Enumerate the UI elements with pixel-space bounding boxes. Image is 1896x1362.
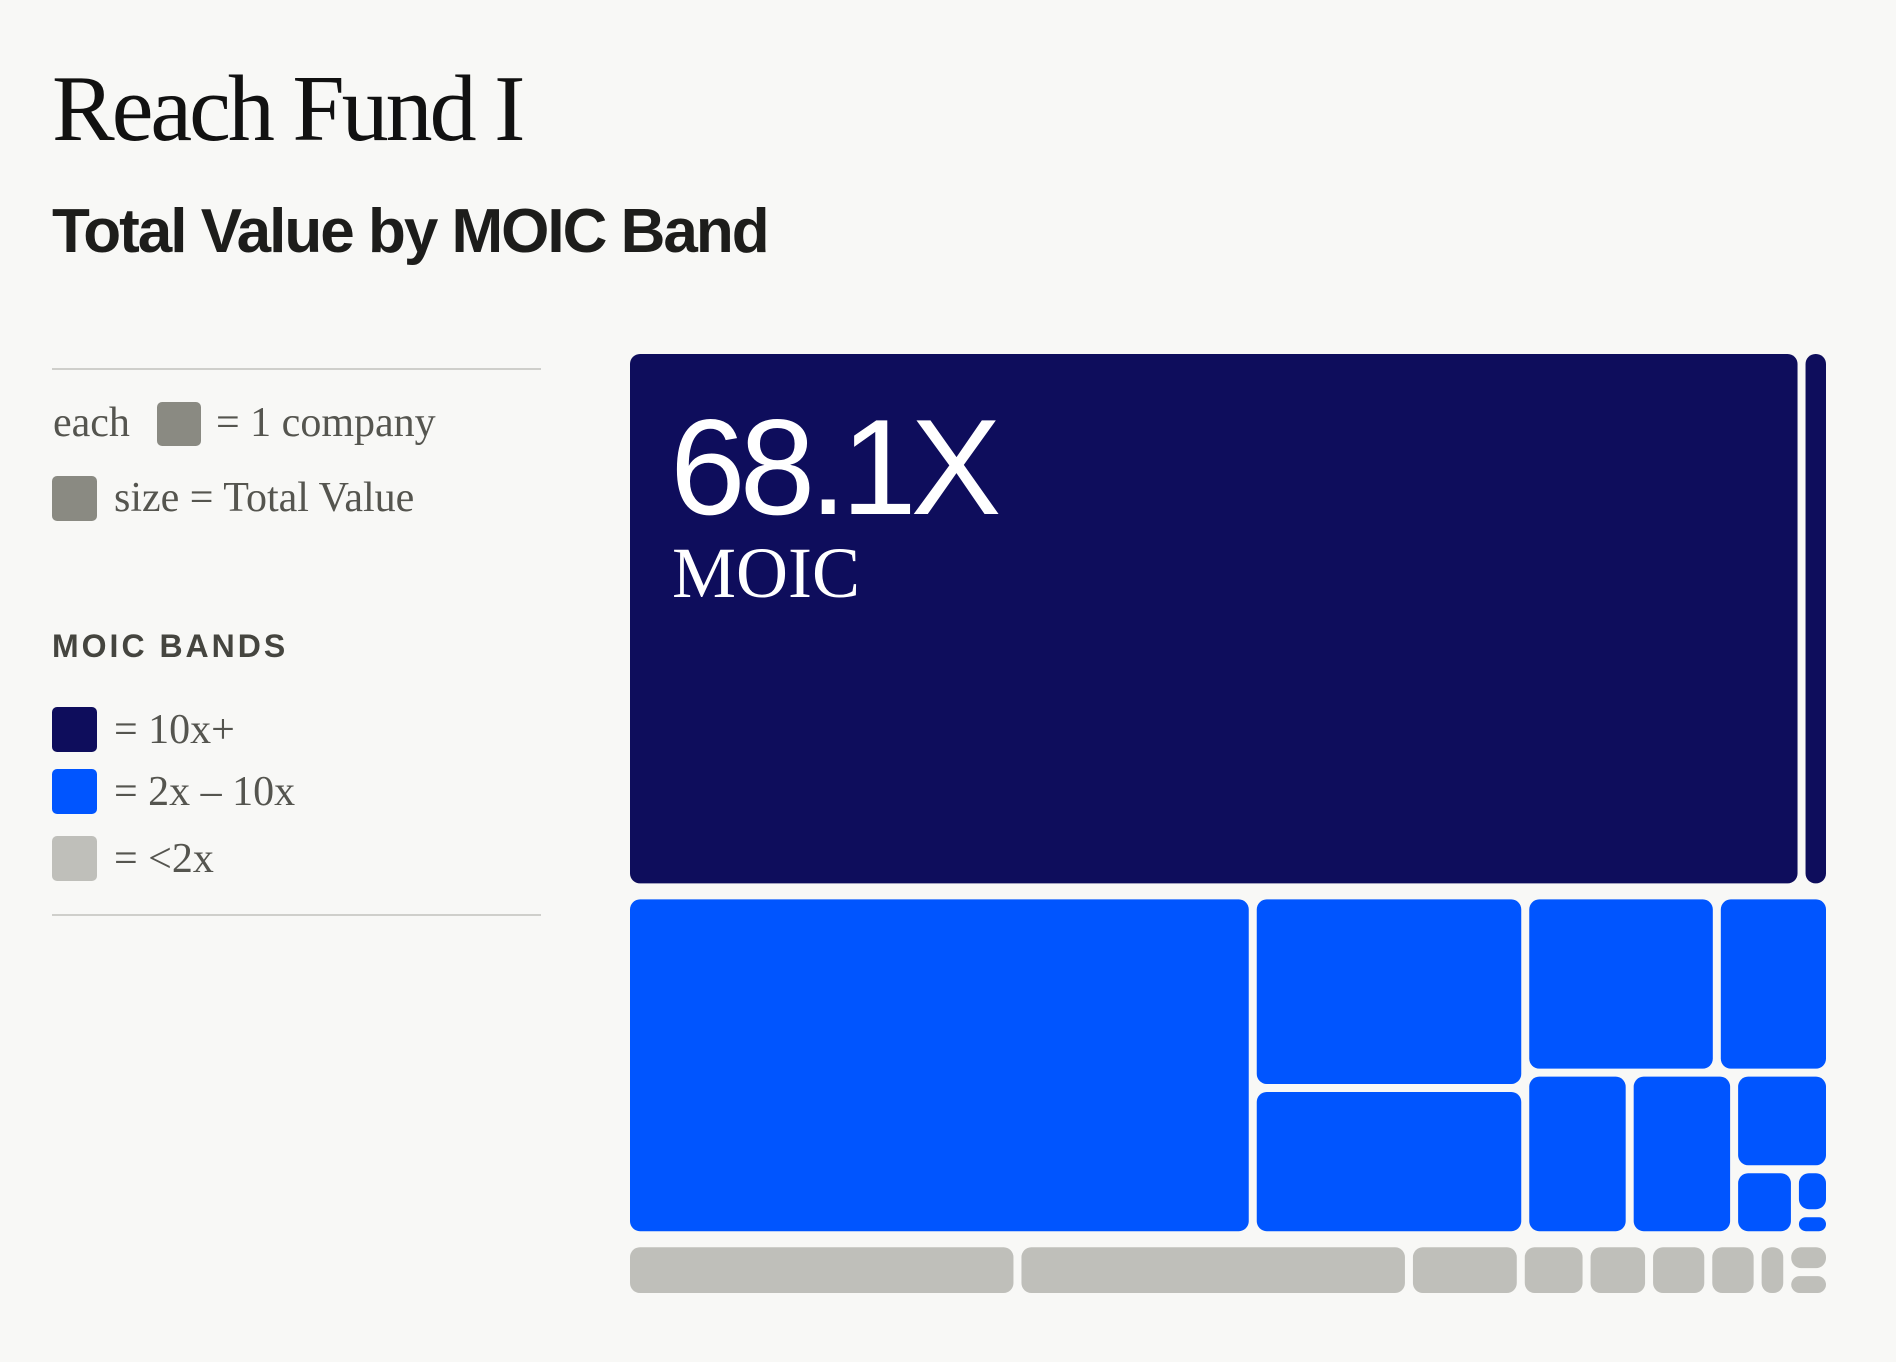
tile	[630, 354, 1798, 884]
tile	[1712, 1247, 1754, 1293]
legend-title: MOIC BANDS	[52, 628, 288, 664]
legend-swatch	[52, 476, 97, 521]
tile	[1738, 1173, 1791, 1232]
legend-label: = 2x – 10x	[114, 769, 295, 815]
tile	[1798, 1173, 1826, 1210]
tile	[1653, 1247, 1705, 1293]
legend-label: = <2x	[114, 836, 214, 882]
tile	[1720, 899, 1826, 1069]
annotation-value: 68.1X	[670, 391, 999, 543]
tile	[630, 899, 1249, 1232]
tile	[1791, 1247, 1826, 1269]
legend-swatch	[52, 836, 97, 881]
tile	[1256, 899, 1522, 1084]
legend-swatch	[157, 402, 201, 446]
tile	[1633, 1076, 1731, 1232]
annotation-caption: MOIC	[672, 533, 860, 613]
tile	[1256, 1091, 1522, 1232]
tile	[1590, 1247, 1646, 1293]
tile	[1529, 1076, 1626, 1232]
tile	[1761, 1247, 1784, 1293]
tile	[1805, 354, 1826, 884]
tile	[1791, 1276, 1826, 1293]
legend-note: each	[53, 400, 130, 446]
tile	[1798, 1217, 1826, 1232]
legend-label: = 10x+	[114, 707, 235, 753]
legend-note: = 1 company	[216, 400, 436, 446]
chart-title: Reach Fund I	[52, 57, 522, 161]
legend-swatch	[52, 707, 97, 752]
tile	[1524, 1247, 1583, 1293]
tile	[1021, 1247, 1405, 1293]
tile	[1738, 1076, 1826, 1166]
legend: = 10x+ = 2x – 10x = <2x	[52, 707, 295, 882]
tile	[1412, 1247, 1517, 1293]
chart-subtitle: Total Value by MOIC Band	[52, 197, 768, 266]
legend-note: size = Total Value	[114, 475, 414, 521]
legend-swatch	[52, 769, 97, 814]
tile	[1529, 899, 1713, 1069]
tile	[630, 1247, 1014, 1293]
